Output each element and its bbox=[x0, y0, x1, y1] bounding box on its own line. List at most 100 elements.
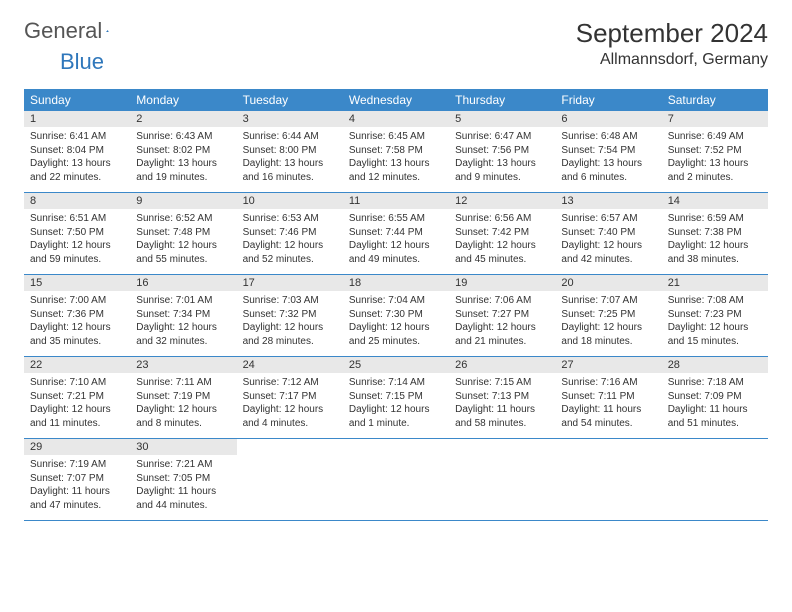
day-info: Sunrise: 6:41 AMSunset: 8:04 PMDaylight:… bbox=[24, 127, 130, 192]
day-cell: 16Sunrise: 7:01 AMSunset: 7:34 PMDayligh… bbox=[130, 275, 236, 357]
day-cell: 29Sunrise: 7:19 AMSunset: 7:07 PMDayligh… bbox=[24, 439, 130, 521]
day-info: Sunrise: 7:10 AMSunset: 7:21 PMDaylight:… bbox=[24, 373, 130, 438]
day-info: Sunrise: 6:45 AMSunset: 7:58 PMDaylight:… bbox=[343, 127, 449, 192]
day-cell: 10Sunrise: 6:53 AMSunset: 7:46 PMDayligh… bbox=[237, 193, 343, 275]
day-cell: .. bbox=[237, 439, 343, 521]
day-cell: 15Sunrise: 7:00 AMSunset: 7:36 PMDayligh… bbox=[24, 275, 130, 357]
logo-triangle-icon bbox=[106, 24, 109, 38]
day-header-sunday: Sunday bbox=[24, 89, 130, 111]
day-header-monday: Monday bbox=[130, 89, 236, 111]
day-cell: 30Sunrise: 7:21 AMSunset: 7:05 PMDayligh… bbox=[130, 439, 236, 521]
title-block: September 2024 Allmannsdorf, Germany bbox=[576, 18, 768, 69]
day-number: 11 bbox=[343, 193, 449, 209]
day-info: Sunrise: 7:11 AMSunset: 7:19 PMDaylight:… bbox=[130, 373, 236, 438]
day-cell: 28Sunrise: 7:18 AMSunset: 7:09 PMDayligh… bbox=[662, 357, 768, 439]
day-number: 4 bbox=[343, 111, 449, 127]
day-info: Sunrise: 7:08 AMSunset: 7:23 PMDaylight:… bbox=[662, 291, 768, 356]
day-number: 23 bbox=[130, 357, 236, 373]
day-info: Sunrise: 7:14 AMSunset: 7:15 PMDaylight:… bbox=[343, 373, 449, 438]
day-info: Sunrise: 6:55 AMSunset: 7:44 PMDaylight:… bbox=[343, 209, 449, 274]
day-cell: 8Sunrise: 6:51 AMSunset: 7:50 PMDaylight… bbox=[24, 193, 130, 275]
day-number: 15 bbox=[24, 275, 130, 291]
day-cell: 27Sunrise: 7:16 AMSunset: 7:11 PMDayligh… bbox=[555, 357, 661, 439]
day-info: Sunrise: 7:01 AMSunset: 7:34 PMDaylight:… bbox=[130, 291, 236, 356]
day-number: 19 bbox=[449, 275, 555, 291]
day-info: Sunrise: 6:49 AMSunset: 7:52 PMDaylight:… bbox=[662, 127, 768, 192]
day-number: 14 bbox=[662, 193, 768, 209]
day-number: 18 bbox=[343, 275, 449, 291]
day-cell: 21Sunrise: 7:08 AMSunset: 7:23 PMDayligh… bbox=[662, 275, 768, 357]
day-cell: 9Sunrise: 6:52 AMSunset: 7:48 PMDaylight… bbox=[130, 193, 236, 275]
day-header-tuesday: Tuesday bbox=[237, 89, 343, 111]
day-cell: .. bbox=[343, 439, 449, 521]
day-number: 28 bbox=[662, 357, 768, 373]
day-cell: 20Sunrise: 7:07 AMSunset: 7:25 PMDayligh… bbox=[555, 275, 661, 357]
day-number: 16 bbox=[130, 275, 236, 291]
day-info: Sunrise: 7:07 AMSunset: 7:25 PMDaylight:… bbox=[555, 291, 661, 356]
day-info: Sunrise: 7:06 AMSunset: 7:27 PMDaylight:… bbox=[449, 291, 555, 356]
day-number: 26 bbox=[449, 357, 555, 373]
day-cell: 5Sunrise: 6:47 AMSunset: 7:56 PMDaylight… bbox=[449, 111, 555, 193]
day-number: 24 bbox=[237, 357, 343, 373]
week-row: 22Sunrise: 7:10 AMSunset: 7:21 PMDayligh… bbox=[24, 357, 768, 439]
day-cell: 3Sunrise: 6:44 AMSunset: 8:00 PMDaylight… bbox=[237, 111, 343, 193]
day-number: 7 bbox=[662, 111, 768, 127]
day-number: 10 bbox=[237, 193, 343, 209]
day-cell: 13Sunrise: 6:57 AMSunset: 7:40 PMDayligh… bbox=[555, 193, 661, 275]
day-header-wednesday: Wednesday bbox=[343, 89, 449, 111]
day-number: 9 bbox=[130, 193, 236, 209]
day-cell: .. bbox=[662, 439, 768, 521]
day-cell: 26Sunrise: 7:15 AMSunset: 7:13 PMDayligh… bbox=[449, 357, 555, 439]
day-info: Sunrise: 7:15 AMSunset: 7:13 PMDaylight:… bbox=[449, 373, 555, 438]
logo-text-a: General bbox=[24, 18, 102, 44]
day-number: 17 bbox=[237, 275, 343, 291]
day-info: Sunrise: 6:52 AMSunset: 7:48 PMDaylight:… bbox=[130, 209, 236, 274]
day-number: 27 bbox=[555, 357, 661, 373]
day-cell: 22Sunrise: 7:10 AMSunset: 7:21 PMDayligh… bbox=[24, 357, 130, 439]
logo-text-b: Blue bbox=[60, 49, 104, 75]
logo: General bbox=[24, 18, 126, 44]
day-info: Sunrise: 7:04 AMSunset: 7:30 PMDaylight:… bbox=[343, 291, 449, 356]
week-row: 8Sunrise: 6:51 AMSunset: 7:50 PMDaylight… bbox=[24, 193, 768, 275]
day-number: 25 bbox=[343, 357, 449, 373]
day-number: 29 bbox=[24, 439, 130, 455]
calendar-body: 1Sunrise: 6:41 AMSunset: 8:04 PMDaylight… bbox=[24, 111, 768, 521]
day-info: Sunrise: 6:47 AMSunset: 7:56 PMDaylight:… bbox=[449, 127, 555, 192]
day-info: Sunrise: 7:16 AMSunset: 7:11 PMDaylight:… bbox=[555, 373, 661, 438]
day-header-friday: Friday bbox=[555, 89, 661, 111]
location: Allmannsdorf, Germany bbox=[576, 51, 768, 69]
day-info: Sunrise: 7:19 AMSunset: 7:07 PMDaylight:… bbox=[24, 455, 130, 520]
day-number: 1 bbox=[24, 111, 130, 127]
day-info: Sunrise: 6:48 AMSunset: 7:54 PMDaylight:… bbox=[555, 127, 661, 192]
day-number: 21 bbox=[662, 275, 768, 291]
day-number: 8 bbox=[24, 193, 130, 209]
day-info: Sunrise: 6:43 AMSunset: 8:02 PMDaylight:… bbox=[130, 127, 236, 192]
day-cell: 6Sunrise: 6:48 AMSunset: 7:54 PMDaylight… bbox=[555, 111, 661, 193]
day-number: 30 bbox=[130, 439, 236, 455]
day-cell: 14Sunrise: 6:59 AMSunset: 7:38 PMDayligh… bbox=[662, 193, 768, 275]
week-row: 1Sunrise: 6:41 AMSunset: 8:04 PMDaylight… bbox=[24, 111, 768, 193]
day-cell: .. bbox=[555, 439, 661, 521]
day-cell: 18Sunrise: 7:04 AMSunset: 7:30 PMDayligh… bbox=[343, 275, 449, 357]
day-number: 6 bbox=[555, 111, 661, 127]
day-cell: 19Sunrise: 7:06 AMSunset: 7:27 PMDayligh… bbox=[449, 275, 555, 357]
day-header-thursday: Thursday bbox=[449, 89, 555, 111]
day-cell: 11Sunrise: 6:55 AMSunset: 7:44 PMDayligh… bbox=[343, 193, 449, 275]
day-header-row: SundayMondayTuesdayWednesdayThursdayFrid… bbox=[24, 89, 768, 111]
day-cell: 1Sunrise: 6:41 AMSunset: 8:04 PMDaylight… bbox=[24, 111, 130, 193]
day-cell: 7Sunrise: 6:49 AMSunset: 7:52 PMDaylight… bbox=[662, 111, 768, 193]
day-info: Sunrise: 7:00 AMSunset: 7:36 PMDaylight:… bbox=[24, 291, 130, 356]
day-cell: 12Sunrise: 6:56 AMSunset: 7:42 PMDayligh… bbox=[449, 193, 555, 275]
calendar-table: SundayMondayTuesdayWednesdayThursdayFrid… bbox=[24, 89, 768, 521]
day-info: Sunrise: 7:18 AMSunset: 7:09 PMDaylight:… bbox=[662, 373, 768, 438]
day-info: Sunrise: 6:59 AMSunset: 7:38 PMDaylight:… bbox=[662, 209, 768, 274]
day-header-saturday: Saturday bbox=[662, 89, 768, 111]
day-cell: 4Sunrise: 6:45 AMSunset: 7:58 PMDaylight… bbox=[343, 111, 449, 193]
week-row: 29Sunrise: 7:19 AMSunset: 7:07 PMDayligh… bbox=[24, 439, 768, 521]
day-number: 12 bbox=[449, 193, 555, 209]
day-cell: 25Sunrise: 7:14 AMSunset: 7:15 PMDayligh… bbox=[343, 357, 449, 439]
day-info: Sunrise: 6:51 AMSunset: 7:50 PMDaylight:… bbox=[24, 209, 130, 274]
month-title: September 2024 bbox=[576, 18, 768, 49]
day-info: Sunrise: 6:56 AMSunset: 7:42 PMDaylight:… bbox=[449, 209, 555, 274]
day-number: 13 bbox=[555, 193, 661, 209]
